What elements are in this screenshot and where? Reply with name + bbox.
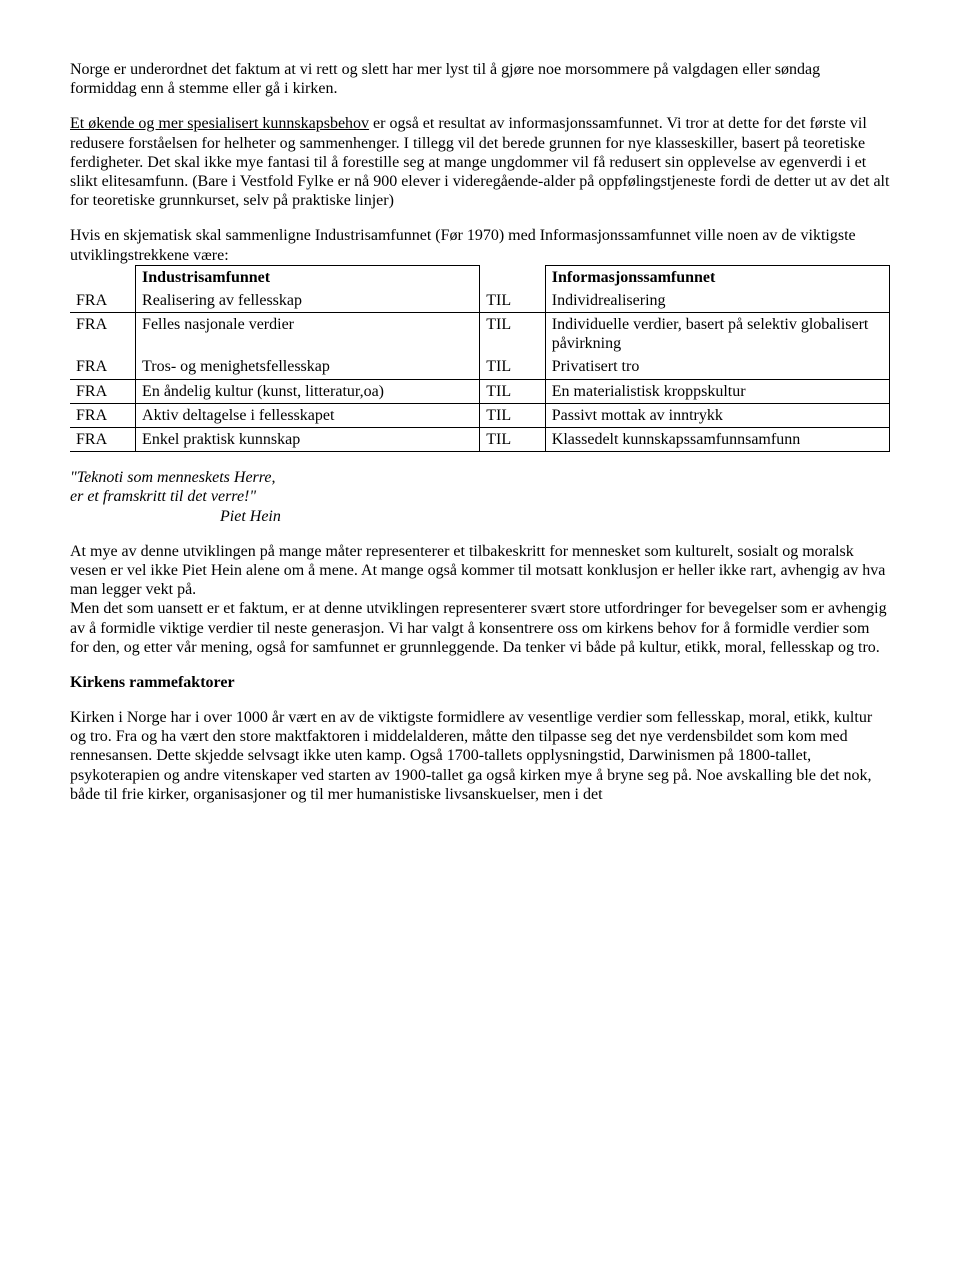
paragraph-5: Kirken i Norge har i over 1000 år vært e… [70,708,890,804]
to-cell: TIL [480,313,546,356]
table-row: FRA En åndelig kultur (kunst, litteratur… [70,379,890,403]
table-header-left: Industrisamfunnet [136,265,480,289]
from-cell: FRA [70,403,136,427]
comparison-table: Industrisamfunnet Informasjonssamfunnet … [70,265,890,453]
paragraph-4a: At mye av denne utviklingen på mange måt… [70,543,885,598]
quote-block: "Teknoti som menneskets Herre, er et fra… [70,468,890,526]
underlined-lead: Et økende og mer spesialisert kunnskapsb… [70,115,369,132]
table-row: FRA Enkel praktisk kunnskap TIL Klassede… [70,428,890,452]
from-cell: FRA [70,428,136,452]
to-cell: TIL [480,289,546,313]
to-cell: TIL [480,379,546,403]
paragraph-2: Et økende og mer spesialisert kunnskapsb… [70,114,890,210]
table-row: FRA Tros- og menighetsfellesskap TIL Pri… [70,355,890,379]
left-cell: En åndelig kultur (kunst, litteratur,oa) [136,379,480,403]
to-cell: TIL [480,403,546,427]
right-cell: Individuelle verdier, basert på selektiv… [545,313,889,356]
right-cell: Passivt mottak av inntrykk [545,403,889,427]
from-cell: FRA [70,379,136,403]
left-cell: Aktiv deltagelse i fellesskapet [136,403,480,427]
paragraph-4: At mye av denne utviklingen på mange måt… [70,542,890,657]
table-row: FRA Realisering av fellesskap TIL Indivi… [70,289,890,313]
table-header-blank-mid [480,265,546,289]
section-heading: Kirkens rammefaktorer [70,673,890,692]
right-cell: Klassedelt kunnskapssamfunnsamfunn [545,428,889,452]
table-row: FRA Felles nasjonale verdier TIL Individ… [70,313,890,356]
left-cell: Felles nasjonale verdier [136,313,480,356]
right-cell: Privatisert tro [545,355,889,379]
paragraph-3: Hvis en skjematisk skal sammenligne Indu… [70,226,890,264]
table-header-row: Industrisamfunnet Informasjonssamfunnet [70,265,890,289]
quote-line-2: er et framskritt til det verre!" [70,487,890,506]
left-cell: Enkel praktisk kunnskap [136,428,480,452]
left-cell: Realisering av fellesskap [136,289,480,313]
table-header-blank-left [70,265,136,289]
right-cell: En materialistisk kroppskultur [545,379,889,403]
to-cell: TIL [480,355,546,379]
left-cell: Tros- og menighetsfellesskap [136,355,480,379]
table-header-right: Informasjonssamfunnet [545,265,889,289]
quote-line-1: "Teknoti som menneskets Herre, [70,468,890,487]
from-cell: FRA [70,313,136,356]
paragraph-1: Norge er underordnet det faktum at vi re… [70,60,890,98]
from-cell: FRA [70,355,136,379]
from-cell: FRA [70,289,136,313]
paragraph-4b: Men det som uansett er et faktum, er at … [70,600,887,655]
to-cell: TIL [480,428,546,452]
quote-attribution: Piet Hein [70,507,890,526]
table-row: FRA Aktiv deltagelse i fellesskapet TIL … [70,403,890,427]
right-cell: Individrealisering [545,289,889,313]
